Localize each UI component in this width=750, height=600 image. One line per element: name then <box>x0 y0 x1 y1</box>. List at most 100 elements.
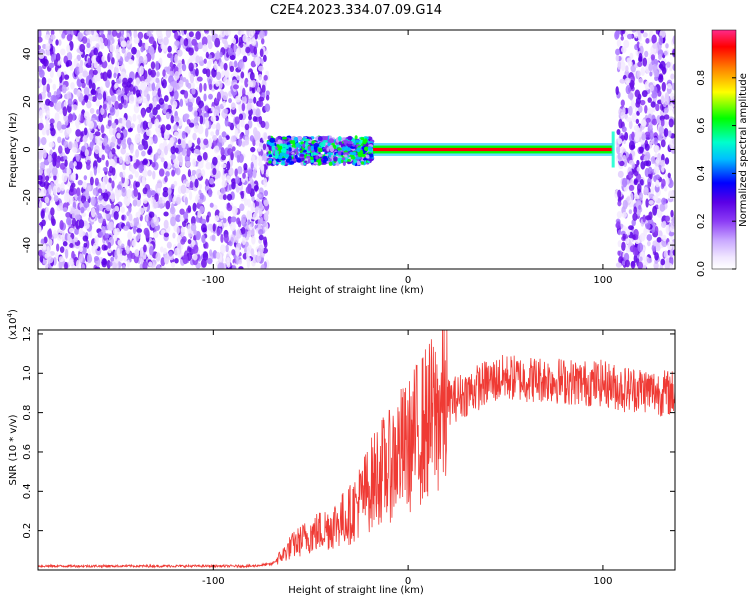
noise-point <box>263 190 269 197</box>
noise-point <box>627 171 634 179</box>
noise-point <box>75 129 82 137</box>
noise-point <box>49 62 55 68</box>
noise-point <box>639 178 644 186</box>
noise-point <box>652 64 658 74</box>
noise-point <box>49 118 55 125</box>
onset-point <box>359 149 364 156</box>
noise-point <box>192 253 198 261</box>
noise-point <box>129 143 134 154</box>
noise-point <box>618 108 623 116</box>
spectrogram-signal <box>265 131 615 168</box>
onset-point <box>343 152 350 156</box>
noise-point <box>249 81 254 88</box>
noise-point <box>55 52 61 62</box>
noise-point <box>667 241 673 251</box>
noise-point <box>66 168 72 175</box>
noise-point <box>211 106 215 112</box>
onset-point <box>322 139 329 143</box>
noise-point <box>616 39 622 48</box>
noise-point <box>152 106 158 116</box>
noise-point <box>111 147 116 155</box>
noise-point <box>50 30 55 36</box>
noise-point <box>638 52 643 63</box>
noise-point <box>201 169 206 177</box>
noise-point <box>136 49 141 60</box>
noise-point <box>661 66 667 75</box>
noise-point <box>115 52 121 60</box>
noise-point <box>90 207 96 218</box>
noise-point <box>120 147 126 155</box>
noise-point <box>143 227 150 236</box>
noise-point <box>265 90 270 97</box>
noise-point <box>128 59 134 65</box>
colorbar: 0.0 0.2 0.4 0.6 0.8 Normalized spectral ampl… <box>696 29 749 277</box>
noise-point <box>203 138 209 146</box>
noise-point <box>73 237 79 243</box>
noise-point <box>102 71 108 82</box>
noise-point <box>39 181 46 188</box>
noise-point <box>247 219 251 226</box>
noise-point <box>153 216 157 223</box>
noise-point <box>108 151 113 161</box>
noise-point <box>239 59 244 69</box>
noise-point <box>234 168 238 177</box>
noise-point <box>126 259 130 268</box>
noise-point <box>118 102 123 110</box>
noise-point <box>658 126 665 135</box>
noise-point <box>236 75 241 81</box>
noise-point <box>230 102 236 110</box>
noise-point <box>79 43 86 53</box>
colorbar-tick-label: 0.4 <box>696 165 707 181</box>
noise-point <box>137 144 144 151</box>
noise-point <box>194 149 201 155</box>
onset-point <box>322 155 328 160</box>
noise-point <box>174 71 180 81</box>
noise-point <box>56 88 61 98</box>
noise-point <box>88 95 93 102</box>
onset-point <box>313 142 320 148</box>
noise-point <box>617 250 621 256</box>
noise-point <box>170 145 176 155</box>
onset-point <box>281 136 287 140</box>
noise-point <box>628 225 634 231</box>
noise-point <box>193 244 199 254</box>
noise-point <box>663 127 669 138</box>
noise-point <box>263 199 269 207</box>
noise-point <box>78 229 84 238</box>
noise-point <box>81 81 86 89</box>
noise-point <box>661 197 667 205</box>
noise-point <box>56 243 60 252</box>
noise-point <box>618 256 624 264</box>
noise-point <box>146 75 151 83</box>
noise-point <box>618 160 625 167</box>
noise-point <box>134 133 141 144</box>
noise-point <box>186 148 191 158</box>
noise-point <box>136 228 143 234</box>
onset-point <box>277 155 283 160</box>
noise-point <box>42 44 47 50</box>
noise-point <box>138 207 145 215</box>
noise-point <box>146 129 152 137</box>
noise-point <box>260 38 265 45</box>
noise-point <box>142 97 148 104</box>
noise-point <box>120 40 127 48</box>
noise-point <box>211 67 217 78</box>
noise-point <box>254 206 259 214</box>
noise-point <box>189 180 194 189</box>
noise-point <box>194 178 199 188</box>
noise-point <box>163 130 170 140</box>
noise-point <box>106 69 112 79</box>
noise-point <box>160 157 165 163</box>
noise-point <box>92 76 98 84</box>
noise-point <box>92 188 97 196</box>
noise-point <box>206 257 213 265</box>
noise-point <box>621 211 628 219</box>
noise-point <box>110 141 115 148</box>
noise-point <box>94 177 99 186</box>
noise-point <box>157 148 161 154</box>
noise-point <box>209 202 214 208</box>
noise-point <box>645 215 652 221</box>
noise-point <box>155 60 160 71</box>
noise-point <box>233 60 238 68</box>
